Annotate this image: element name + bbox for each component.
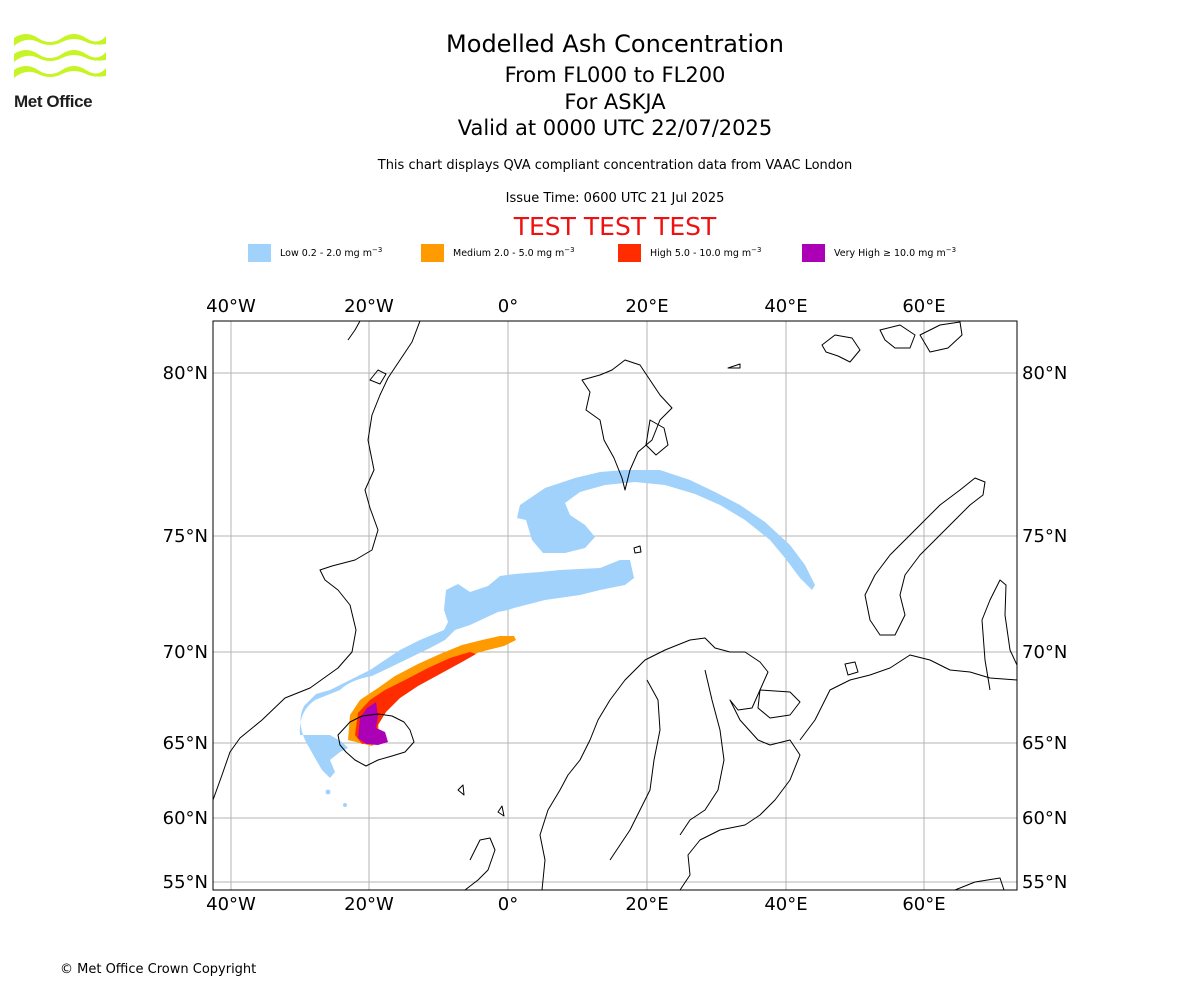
bear-island bbox=[633, 545, 642, 554]
gulf-of-bothnia-east bbox=[679, 669, 725, 836]
lat-label-left: 75°N bbox=[163, 526, 208, 547]
lat-label-right: 80°N bbox=[1022, 363, 1067, 384]
franz-josef-land-east bbox=[879, 324, 916, 349]
svalbard-edgeoya bbox=[645, 419, 669, 456]
novaya-zemlya bbox=[864, 477, 986, 636]
ash-low-main-plume bbox=[299, 560, 634, 778]
yamal-peninsula bbox=[981, 579, 1017, 691]
lat-label-right: 55°N bbox=[1022, 872, 1067, 893]
lon-label-top: 0° bbox=[498, 296, 518, 317]
lon-label-top: 20°E bbox=[625, 296, 668, 317]
legend-label-very-high: Very High ≥ 10.0 mg m−3 bbox=[834, 246, 957, 260]
lon-label-bottom: 60°E bbox=[902, 894, 945, 915]
met-office-logo: Met Office bbox=[14, 30, 114, 114]
graticule bbox=[213, 321, 1017, 890]
shetland bbox=[497, 805, 505, 817]
flight-level-range: From FL000 to FL200 bbox=[504, 63, 726, 87]
met-office-wave-icon bbox=[14, 34, 106, 78]
concentration-legend: Low 0.2 - 2.0 mg m−3 Medium 2.0 - 5.0 mg… bbox=[0, 243, 1200, 265]
kvitoya bbox=[727, 363, 741, 369]
valid-time: Valid at 0000 UTC 22/07/2025 bbox=[457, 116, 773, 140]
map-area bbox=[213, 321, 1017, 890]
greenland-island bbox=[369, 369, 387, 385]
lon-label-bottom: 40°E bbox=[764, 894, 807, 915]
lon-labels-top: 40°W 20°W 0° 20°E 40°E 60°E bbox=[206, 296, 945, 317]
franz-josef-land-far-east bbox=[919, 321, 963, 353]
lat-label-left: 60°N bbox=[163, 808, 208, 829]
legend-swatch-high bbox=[618, 244, 641, 262]
lon-label-top: 40°W bbox=[206, 296, 256, 317]
issue-time: Issue Time: 0600 UTC 21 Jul 2025 bbox=[505, 191, 725, 206]
met-office-logo-text: Met Office bbox=[14, 92, 93, 111]
gulf-of-bothnia-west bbox=[609, 679, 661, 861]
map-frame bbox=[212, 320, 1018, 891]
lon-label-bottom: 20°E bbox=[625, 894, 668, 915]
white-sea bbox=[757, 689, 801, 719]
copyright-notice: © Met Office Crown Copyright bbox=[60, 962, 257, 977]
lat-label-left: 70°N bbox=[163, 642, 208, 663]
svalbard-coast bbox=[581, 359, 673, 491]
qva-subtitle: This chart displays QVA compliant concen… bbox=[377, 158, 853, 173]
test-banner: TEST TEST TEST bbox=[513, 212, 717, 241]
kolguyev-island bbox=[844, 661, 859, 676]
iceland-coast bbox=[337, 713, 415, 767]
ash-low-speck-2 bbox=[325, 789, 331, 795]
ash-low-concentration bbox=[299, 470, 815, 807]
legend-swatch-low bbox=[248, 244, 271, 262]
lat-label-left: 80°N bbox=[163, 363, 208, 384]
franz-josef-land bbox=[821, 334, 861, 363]
lat-label-right: 70°N bbox=[1022, 642, 1067, 663]
legend-swatch-medium bbox=[421, 244, 444, 262]
ash-very-high-concentration bbox=[358, 702, 388, 745]
ash-low-northern-arc bbox=[517, 470, 815, 590]
lat-labels-left: 80°N 75°N 70°N 65°N 60°N 55°N bbox=[163, 363, 208, 893]
coastlines bbox=[213, 321, 1017, 890]
volcano-name: For ASKJA bbox=[564, 90, 666, 114]
ob-bay-south bbox=[954, 877, 1005, 890]
greenland-coast bbox=[213, 321, 421, 801]
russian-arctic-coast bbox=[799, 654, 1017, 741]
lat-label-right: 65°N bbox=[1022, 733, 1067, 754]
lon-label-bottom: 40°W bbox=[206, 894, 256, 915]
lon-labels-bottom: 40°W 20°W 0° 20°E 40°E 60°E bbox=[206, 894, 945, 915]
legend-swatch-very-high bbox=[802, 244, 825, 262]
scandinavia-coast bbox=[539, 637, 801, 890]
legend-label-high: High 5.0 - 10.0 mg m−3 bbox=[650, 246, 762, 260]
british-isles bbox=[464, 837, 496, 890]
greenland-coast-north bbox=[347, 321, 361, 341]
legend-label-medium: Medium 2.0 - 5.0 mg m−3 bbox=[453, 246, 575, 260]
chart-title: Modelled Ash Concentration bbox=[446, 30, 784, 58]
lon-label-bottom: 0° bbox=[498, 894, 518, 915]
lon-label-top: 40°E bbox=[764, 296, 807, 317]
faroe-islands bbox=[457, 784, 465, 796]
lon-label-bottom: 20°W bbox=[344, 894, 394, 915]
lat-label-left: 55°N bbox=[163, 872, 208, 893]
lat-label-right: 60°N bbox=[1022, 808, 1067, 829]
ash-low-speck bbox=[343, 803, 347, 807]
lat-label-right: 75°N bbox=[1022, 526, 1067, 547]
lat-label-left: 65°N bbox=[163, 733, 208, 754]
legend-label-low: Low 0.2 - 2.0 mg m−3 bbox=[280, 246, 383, 260]
lon-label-top: 60°E bbox=[902, 296, 945, 317]
lat-labels-right: 80°N 75°N 70°N 65°N 60°N 55°N bbox=[1022, 363, 1067, 893]
lon-label-top: 20°W bbox=[344, 296, 394, 317]
